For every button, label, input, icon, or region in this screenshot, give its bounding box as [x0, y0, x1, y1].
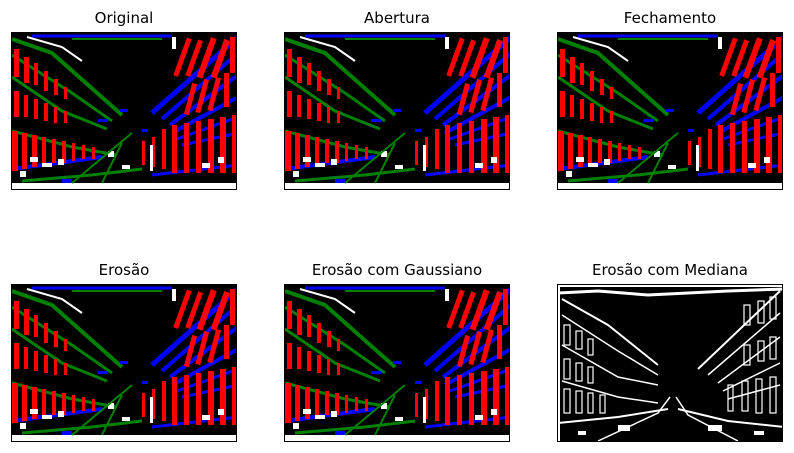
panel-title-erosao: Erosão [98, 261, 150, 279]
segmented-street-image [12, 285, 237, 442]
segmented-street-image [285, 285, 510, 442]
image-panel-erosao-mediana [557, 284, 783, 442]
panel-title-abertura: Abertura [364, 9, 430, 27]
image-panel-erosao [11, 284, 237, 442]
panel-title-erosao-gaussiano: Erosão com Gaussiano [311, 261, 483, 279]
panel-title-erosao-mediana: Erosão com Mediana [592, 261, 748, 279]
segmented-street-image [558, 33, 783, 190]
panel-title-fechamento: Fechamento [623, 9, 717, 27]
image-panel-abertura [284, 32, 510, 190]
image-panel-fechamento [557, 32, 783, 190]
panel-title-original: Original [94, 9, 154, 27]
segmented-street-image [12, 33, 237, 190]
segmented-street-image [285, 33, 510, 190]
image-panel-erosao-gaussiano [284, 284, 510, 442]
binary-edges-image [558, 285, 782, 441]
image-panel-original [11, 32, 237, 190]
